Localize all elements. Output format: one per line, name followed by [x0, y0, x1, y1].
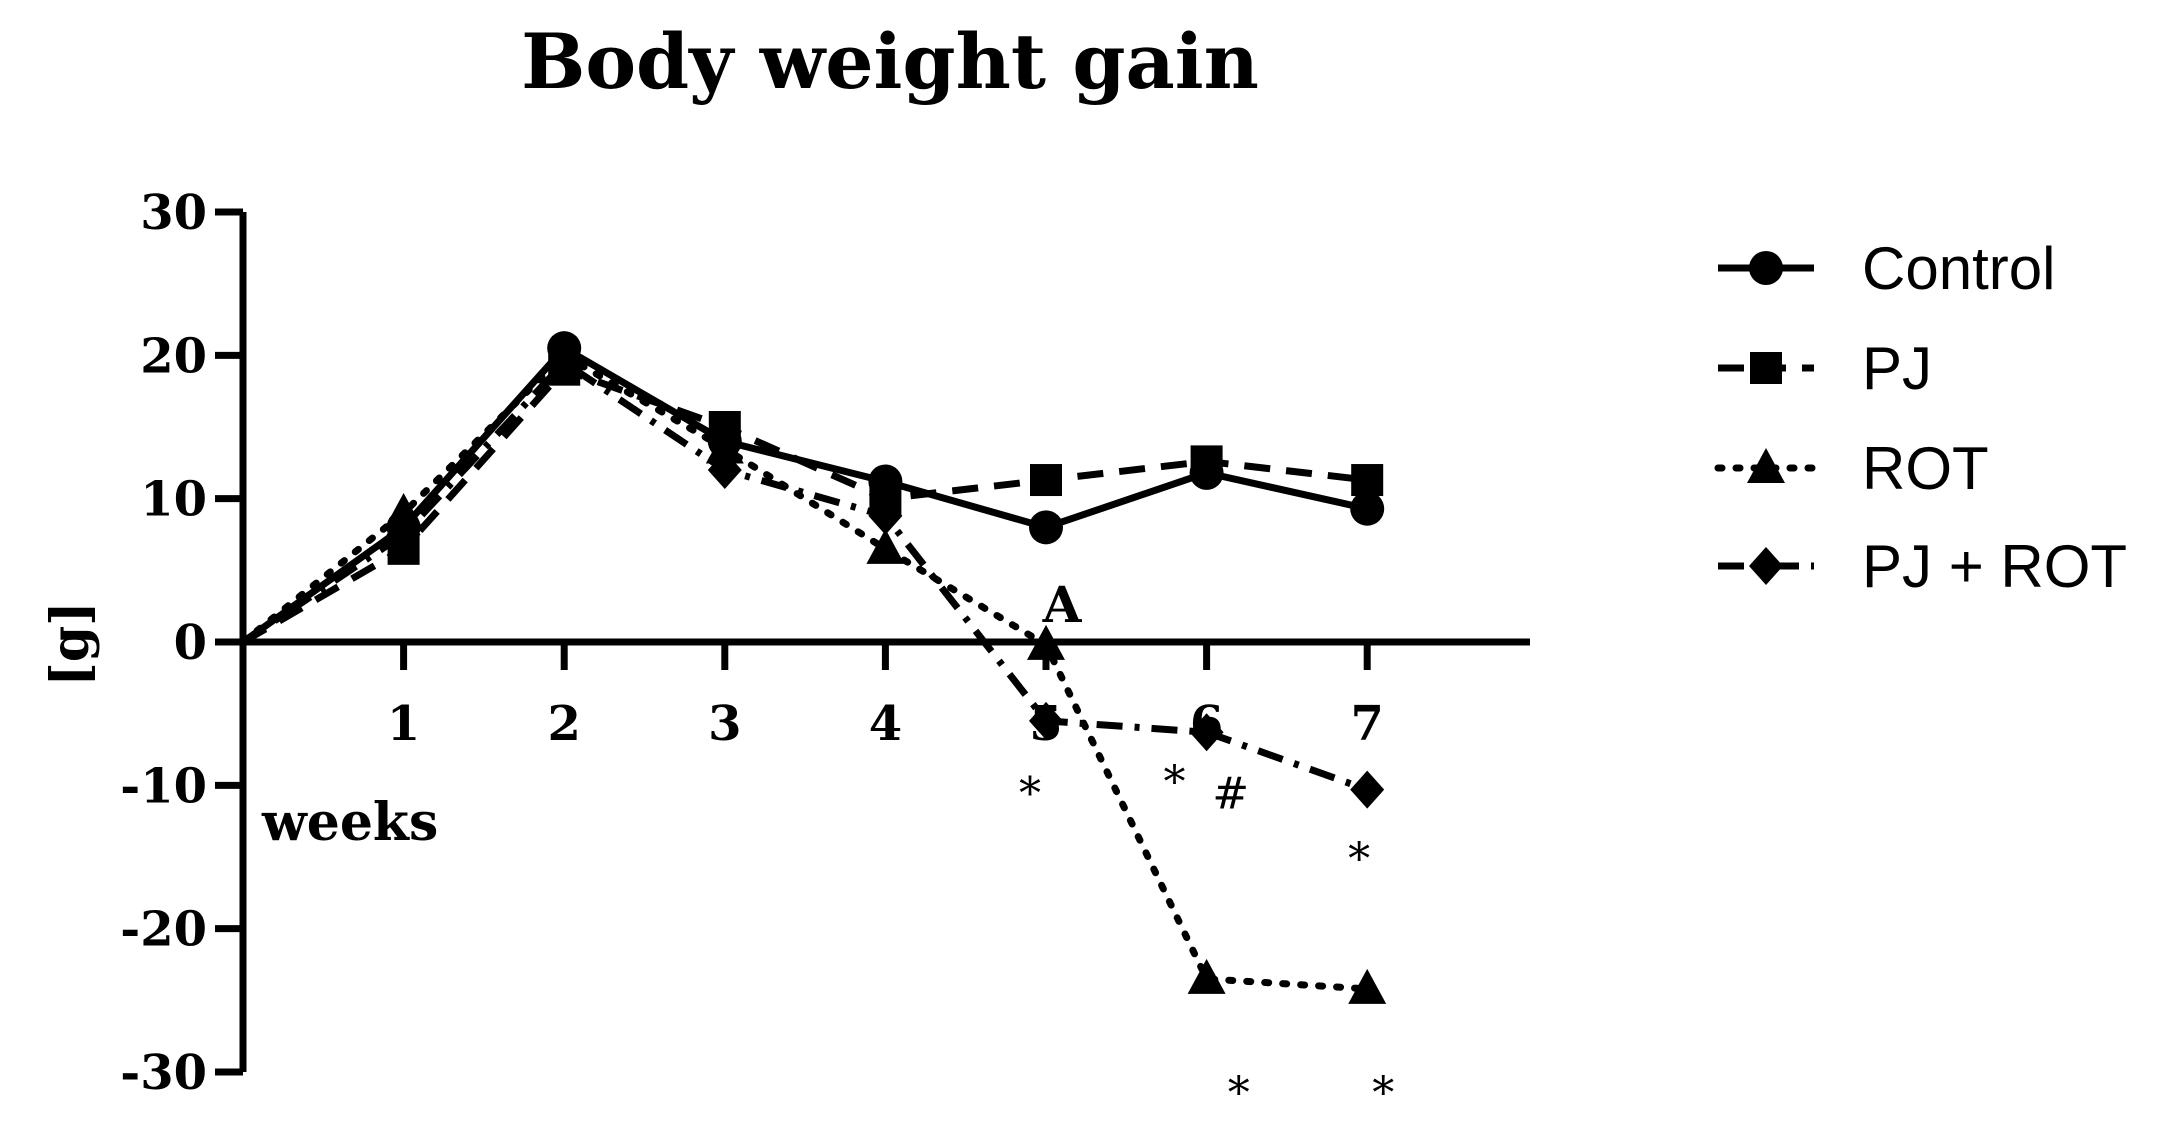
series-line-pj [241, 366, 1368, 646]
data-point [1029, 701, 1063, 740]
data-point [707, 451, 742, 489]
legend-label: ROT [1862, 435, 1989, 502]
legend: Control PJ ROT PJ + ROT [1714, 235, 2127, 600]
data-point [866, 528, 905, 564]
data-point [1750, 352, 1782, 384]
x-tick-label: 3 [708, 696, 741, 752]
x-axis-label: weeks [261, 792, 438, 853]
annotations: A * * # * * * [1019, 575, 1394, 1119]
data-point [384, 493, 423, 528]
data-point [1350, 770, 1385, 809]
x-tick-label: 4 [869, 696, 902, 752]
data-point [1351, 464, 1384, 497]
chart-title: Body weight gain [521, 17, 1259, 106]
data-point [1029, 510, 1063, 545]
legend-label: PJ [1862, 335, 1932, 402]
data-point [1189, 713, 1224, 752]
data-point [868, 496, 903, 535]
annotation-mark: A [1042, 575, 1083, 634]
annotation-mark: # [1212, 768, 1249, 819]
y-tick-label: 10 [140, 472, 207, 528]
series-line-control [240, 344, 1368, 645]
data-point [1027, 624, 1065, 660]
data-point [1350, 491, 1385, 526]
data-point [1030, 464, 1062, 497]
x-tick-label: 7 [1350, 696, 1383, 752]
annotation-mark: * [1019, 768, 1041, 819]
legend-label: Control [1862, 235, 2055, 302]
x-tick-label: 2 [547, 696, 580, 752]
y-tick-label: 20 [140, 328, 207, 384]
data-point [386, 515, 421, 554]
y-tick-label: 30 [140, 185, 207, 241]
y-tick-label: -20 [120, 902, 207, 958]
data-point [1187, 958, 1226, 994]
data-point [1747, 448, 1785, 483]
data-point [547, 343, 582, 382]
data-point [1190, 445, 1223, 478]
data-point [1749, 547, 1783, 585]
x-tick-label: 1 [387, 696, 420, 752]
y-axis-label: [g] [40, 601, 101, 687]
y-tick-label: -10 [120, 758, 207, 814]
y-tick-label: -30 [120, 1045, 207, 1101]
annotation-mark: * [1348, 834, 1370, 885]
series-line-rot [239, 351, 1371, 993]
series-group [239, 331, 1387, 1004]
data-point [1749, 251, 1783, 285]
y-tick-label: 0 [174, 615, 207, 671]
data-point [1348, 968, 1387, 1004]
legend-label: PJ + ROT [1862, 533, 2127, 600]
series-line-pj-rot [241, 359, 1369, 793]
annotation-mark: * [1228, 1068, 1250, 1119]
annotation-mark: * [1163, 757, 1185, 808]
annotation-mark: * [1372, 1068, 1394, 1119]
data-point [705, 428, 744, 464]
